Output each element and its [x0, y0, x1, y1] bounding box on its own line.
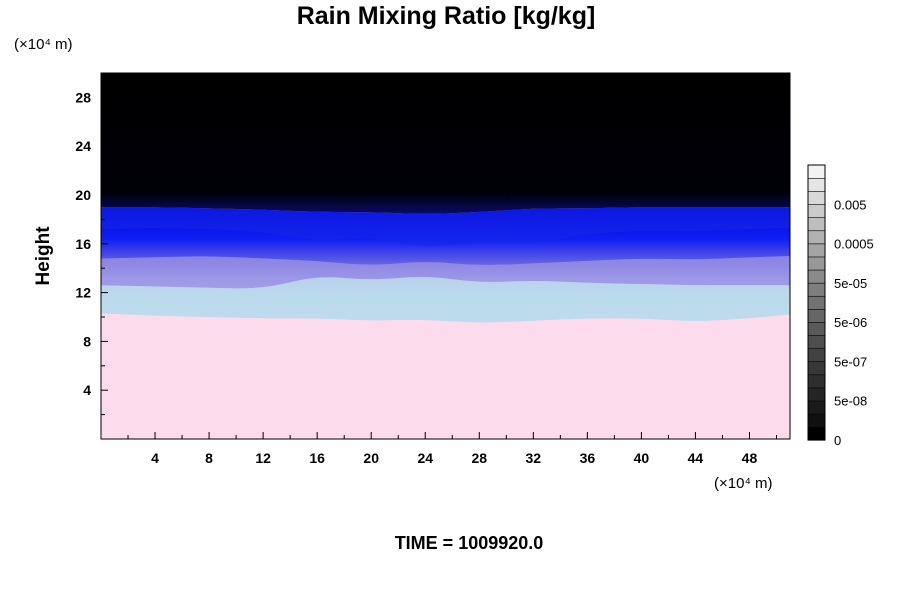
colorbar-segment — [807, 413, 826, 428]
colorbar-segment — [807, 190, 826, 205]
x-tick-label: 16 — [309, 450, 325, 466]
x-unit-label: (×10⁴ m) — [714, 475, 773, 492]
y-tick-label: 4 — [83, 382, 91, 398]
rain-field-upper-layer — [101, 73, 790, 214]
colorbar-segment — [807, 203, 826, 218]
x-tick-label: 44 — [688, 450, 704, 466]
colorbar-segment — [807, 282, 826, 297]
x-tick-label: 36 — [580, 450, 596, 466]
colorbar-segment — [807, 243, 826, 258]
colorbar-segment — [807, 295, 826, 310]
x-tick-label: 12 — [255, 450, 271, 466]
colorbar-segment — [807, 308, 826, 323]
colorbar-label: 0.005 — [834, 197, 867, 212]
x-tick-label: 20 — [363, 450, 379, 466]
y-tick-label: 16 — [75, 236, 91, 252]
colorbar-segment — [807, 374, 826, 389]
colorbar-segment — [807, 269, 826, 284]
time-label: TIME = 1009920.0 — [395, 533, 544, 553]
y-axis-label: Height — [33, 226, 54, 286]
chart-title: Rain Mixing Ratio [kg/kg] — [297, 2, 596, 30]
colorbar-segment — [807, 177, 826, 192]
colorbar-segment — [807, 321, 826, 336]
x-tick-label: 8 — [205, 450, 213, 466]
colorbar-label: 0 — [834, 433, 841, 448]
colorbar-segment — [807, 334, 826, 349]
y-tick-label: 12 — [75, 285, 91, 301]
colorbar-segment — [807, 426, 826, 441]
colorbar-segment — [807, 256, 826, 271]
rain-field-blue-band — [101, 207, 790, 247]
plot-frame — [100, 72, 791, 440]
y-tick-label: 20 — [75, 187, 91, 203]
x-tick-label: 28 — [471, 450, 487, 466]
colorbar: 0 5e-08 5e-07 5e-06 5e-05 0.0005 0.005 — [807, 164, 874, 448]
colorbar-label: 5e-06 — [834, 315, 867, 330]
colorbar-label: 5e-05 — [834, 276, 867, 291]
x-tick-label: 4 — [151, 450, 159, 466]
colorbar-label: 5e-07 — [834, 354, 867, 369]
colorbar-label: 0.0005 — [834, 237, 874, 252]
x-tick-label: 32 — [526, 450, 542, 466]
colorbar-segment — [807, 164, 826, 179]
rain-field-lavender-band — [101, 256, 790, 289]
colorbar-segment — [807, 387, 826, 402]
y-axis: 4 8 12 16 20 24 28 — [75, 72, 108, 416]
x-tick-label: 40 — [634, 450, 650, 466]
plot-area — [101, 73, 790, 439]
rain-field-pale-blue-band — [101, 276, 790, 323]
y-unit-label: (×10⁴ m) — [14, 36, 73, 53]
colorbar-segment — [807, 217, 826, 232]
colorbar-label: 5e-08 — [834, 394, 867, 409]
x-tick-label: 48 — [742, 450, 758, 466]
colorbar-segment — [807, 348, 826, 363]
y-tick-label: 28 — [75, 89, 91, 105]
x-axis: 4 8 12 16 20 24 28 32 36 40 44 48 — [127, 432, 777, 466]
colorbar-frame — [807, 164, 826, 441]
y-tick-label: 24 — [75, 138, 91, 154]
y-tick-label: 8 — [83, 333, 91, 349]
colorbar-segment — [807, 400, 826, 415]
colorbar-segment — [807, 361, 826, 376]
colorbar-segment — [807, 230, 826, 245]
x-tick-label: 24 — [417, 450, 433, 466]
